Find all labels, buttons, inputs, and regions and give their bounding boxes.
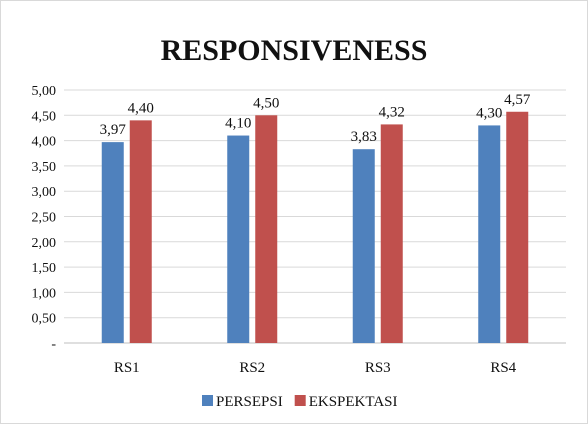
bar-ekspektasi-rs1: [129, 120, 152, 343]
y-tick-label: 2,50: [32, 211, 57, 226]
data-label: 4,32: [379, 104, 405, 120]
y-tick-label: 5,00: [32, 84, 57, 99]
data-label: 4,10: [225, 116, 251, 132]
legend-label-ekspektasi: EKSPEKTASI: [309, 394, 398, 410]
bar-ekspektasi-rs3: [380, 124, 403, 344]
data-label: 4,40: [128, 100, 154, 116]
x-tick-label: RS4: [490, 360, 516, 376]
bar-ekspektasi-rs4: [506, 111, 529, 344]
bar-ekspektasi-rs2: [255, 115, 278, 343]
data-label: 3,97: [100, 122, 127, 138]
bars: [101, 111, 529, 344]
legend-label-persepsi: PERSEPSI: [216, 394, 283, 410]
x-axis-ticks: RS1 RS2 RS3 RS4: [114, 360, 517, 376]
data-label: 4,50: [253, 95, 279, 111]
y-tick-label: 2,00: [32, 236, 57, 251]
legend-swatch-ekspektasi: [294, 395, 306, 406]
y-axis-ticks: - 0,50 1,00 1,50 2,00 2,50 3,00 3,50 4,00 4,50 5,0…: [32, 84, 57, 352]
x-tick-label: RS3: [365, 360, 391, 376]
y-tick-label: 0,50: [32, 312, 57, 327]
legend: PERSEPSI EKSPEKTASI: [202, 394, 398, 410]
y-tick-label: 1,50: [32, 261, 57, 276]
chart-title: RESPONSIVENESS: [161, 34, 428, 67]
bar-persepsi-rs3: [352, 149, 375, 343]
data-label: 4,30: [476, 105, 502, 121]
data-labels: 3,974,40 4,104,50 3,834,32 4,304,57: [100, 92, 531, 145]
bar-persepsi-rs4: [478, 125, 501, 343]
bar-persepsi-rs2: [227, 135, 250, 343]
y-tick-label: 3,00: [32, 185, 57, 200]
bar-persepsi-rs1: [101, 142, 124, 343]
x-tick-label: RS2: [239, 360, 265, 376]
data-label: 3,83: [351, 129, 377, 145]
x-tick-label: RS1: [114, 360, 140, 376]
y-tick-label: 1,00: [32, 286, 57, 301]
y-tick-label: 4,50: [32, 109, 57, 124]
y-tick-label: -: [51, 337, 56, 352]
data-label: 4,57: [504, 92, 531, 108]
legend-swatch-persepsi: [202, 395, 213, 406]
y-tick-label: 4,00: [32, 135, 57, 150]
y-tick-label: 3,50: [32, 160, 57, 175]
